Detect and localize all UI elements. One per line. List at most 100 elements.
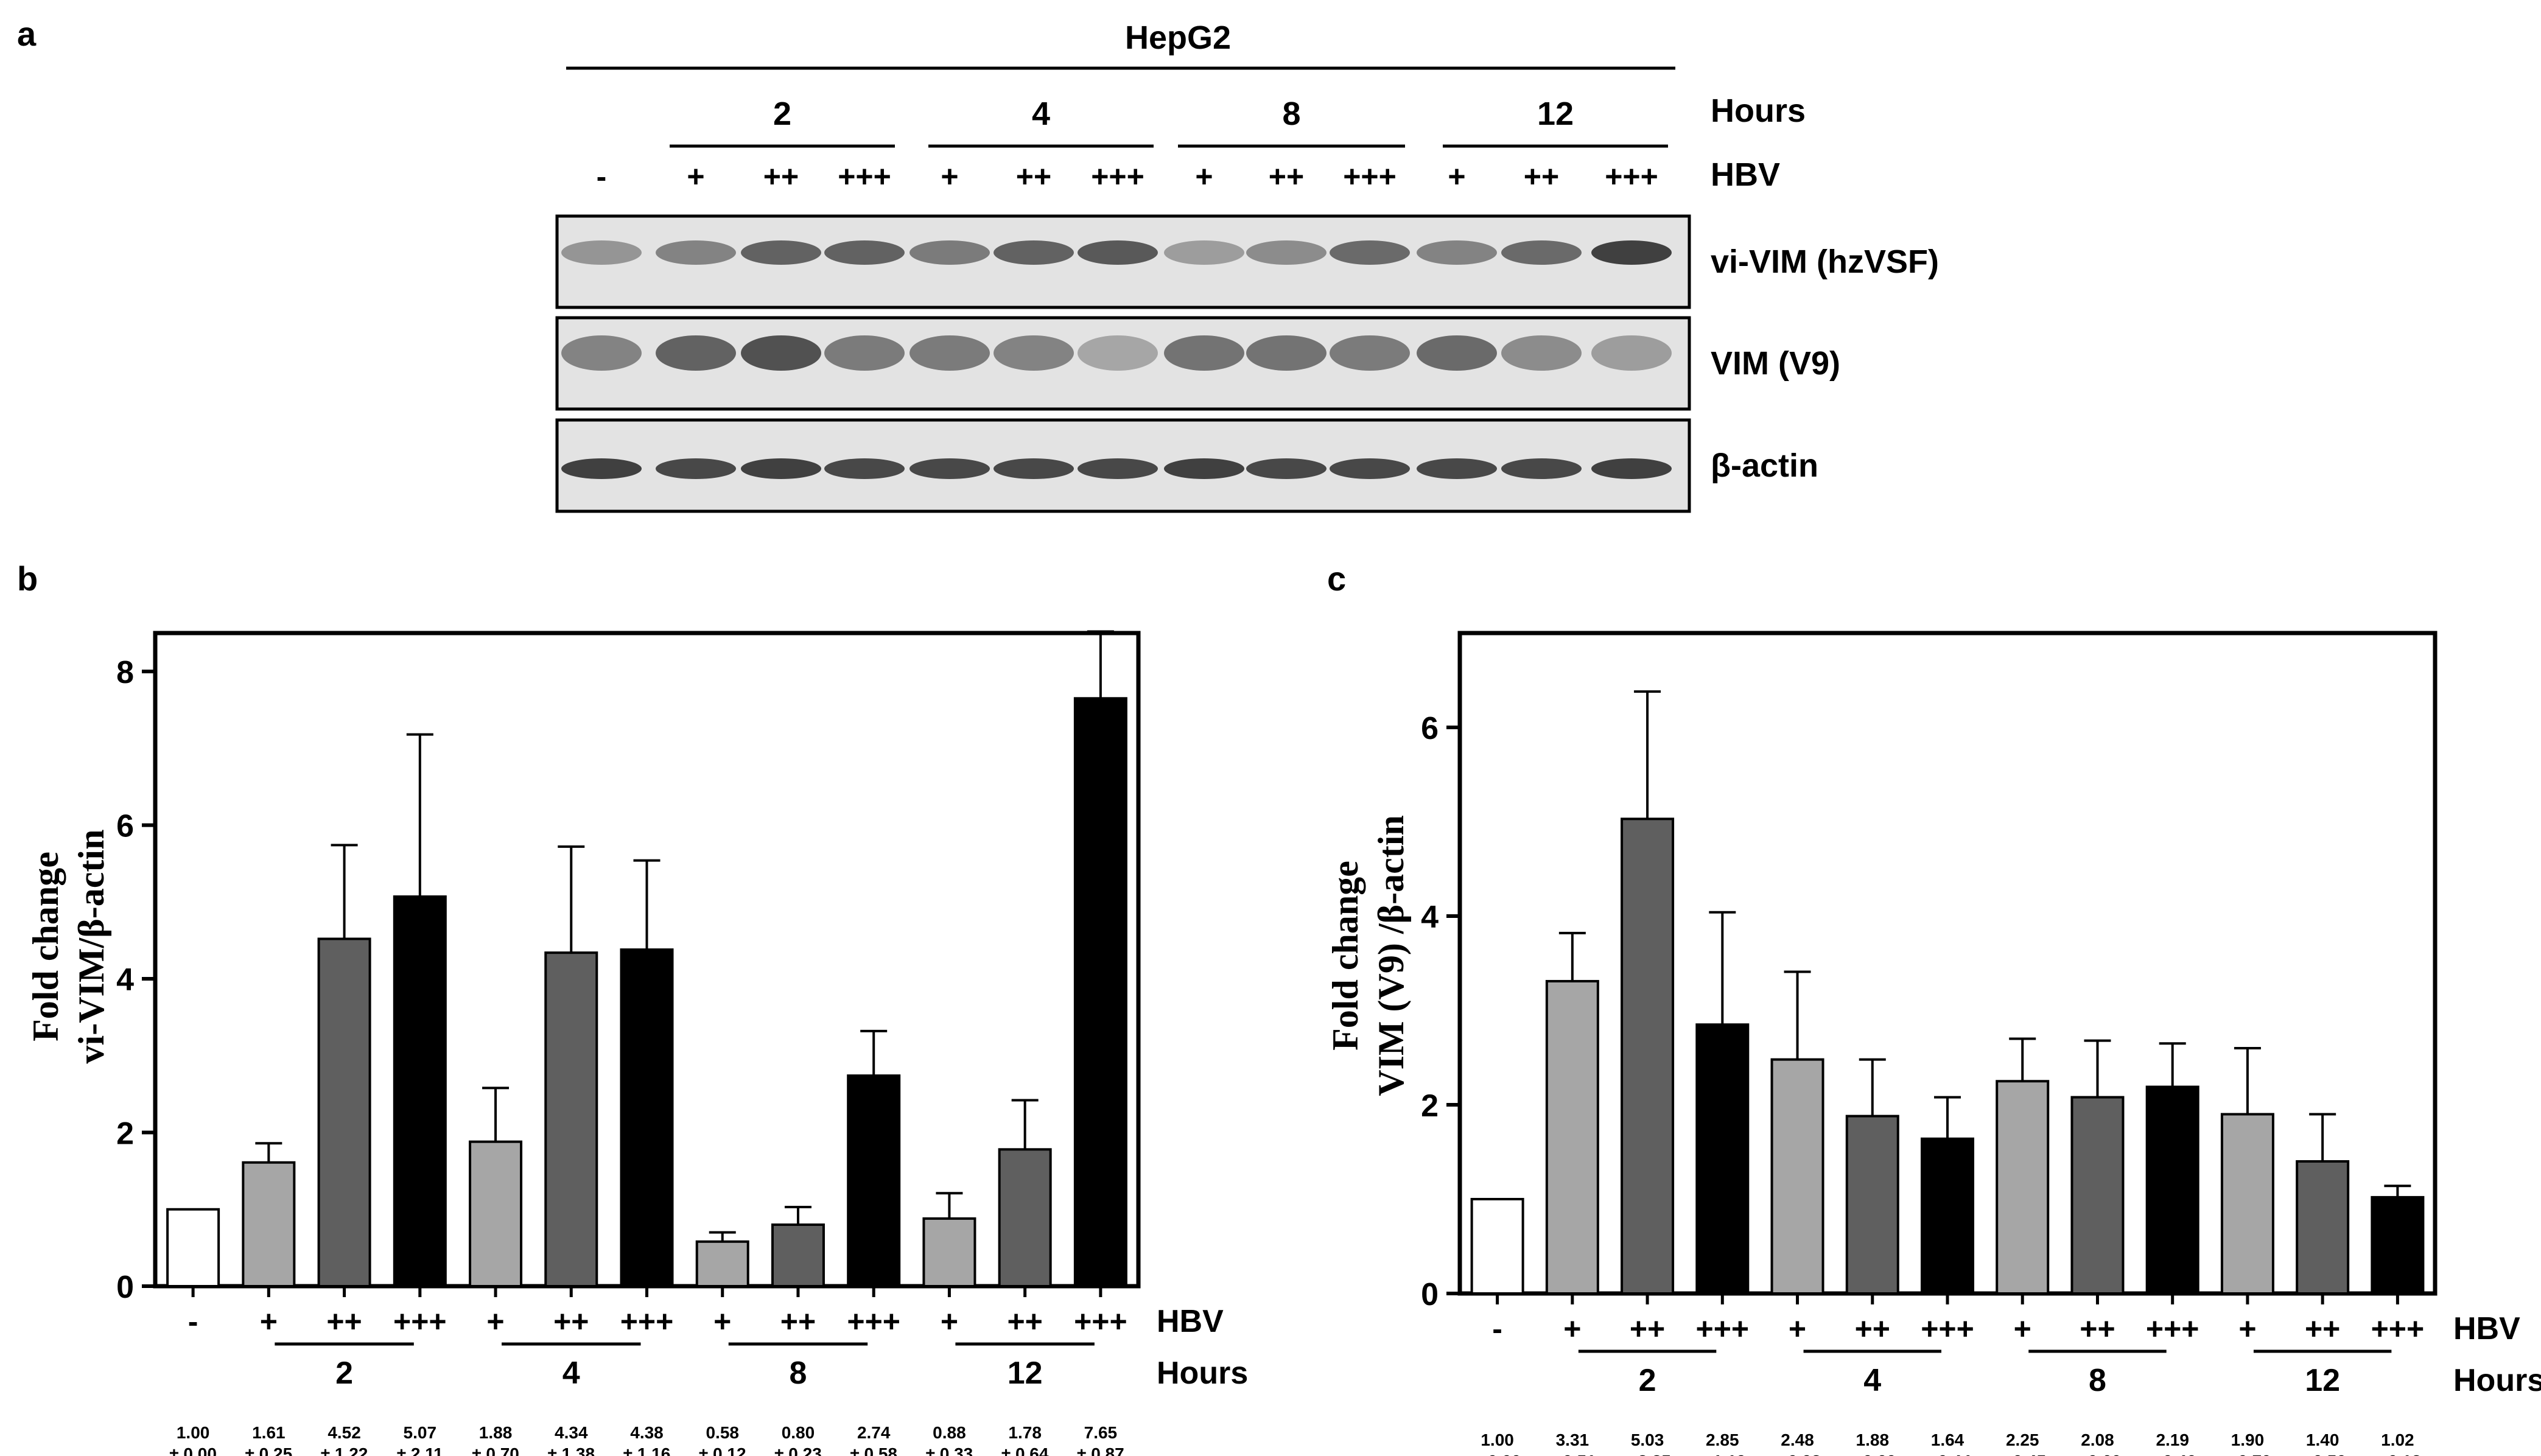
mean-value-label: 2.19 — [2156, 1430, 2189, 1449]
lane-hbv-label: +++ — [1605, 159, 1658, 194]
x-category-label: + — [2238, 1312, 2256, 1346]
bar — [1073, 697, 1127, 1288]
y-tick-label: 4 — [116, 962, 134, 998]
bar — [2145, 1085, 2199, 1295]
sd-value-label: ± 0.70 — [2224, 1452, 2271, 1456]
blot-band — [1591, 458, 1672, 479]
y-tick-label: 8 — [116, 655, 134, 690]
x-category-label: + — [2014, 1312, 2031, 1346]
bar — [544, 951, 598, 1287]
mean-value-label: 4.52 — [328, 1423, 361, 1442]
mean-value-label: 1.90 — [2231, 1430, 2265, 1449]
bar — [1996, 1080, 2050, 1295]
blot-band — [656, 458, 736, 479]
sd-value-label: ± 0.70 — [472, 1444, 519, 1456]
sd-value-label: ± 0.25 — [245, 1444, 293, 1456]
mean-value-label: 1.02 — [2381, 1430, 2414, 1449]
blot-band — [741, 458, 821, 479]
sd-value-label: ± 0.12 — [2374, 1452, 2422, 1456]
bar — [922, 1217, 976, 1288]
blot-band — [824, 458, 905, 479]
hour-group-label: 12 — [2305, 1363, 2340, 1398]
bar — [2220, 1113, 2274, 1295]
bar — [998, 1148, 1052, 1287]
x-category-label: ++ — [1007, 1304, 1042, 1339]
mean-value-label: 2.85 — [1706, 1430, 1739, 1449]
bar — [1695, 1023, 1750, 1295]
bar — [2296, 1160, 2350, 1295]
lane-hbv-label: ++ — [1016, 159, 1051, 194]
blot-band — [561, 335, 642, 371]
panel-b-y-axis-label: Fold change vi-VIM/β-actin — [26, 830, 111, 1064]
blot-band — [561, 240, 642, 265]
mean-value-label: 1.64 — [1931, 1430, 1964, 1449]
x-category-label: + — [486, 1304, 504, 1339]
blot-band — [1591, 335, 1672, 371]
bar — [1770, 1058, 1824, 1295]
sd-value-label: ± 1.19 — [1698, 1452, 1746, 1456]
x-category-label: ++ — [1630, 1312, 1665, 1346]
hour-group-label: 4 — [563, 1356, 580, 1391]
blot-band — [656, 240, 736, 265]
mean-value-label: 2.08 — [2081, 1430, 2114, 1449]
x-category-label: + — [713, 1304, 731, 1339]
sd-value-label: ± 0.46 — [2149, 1452, 2196, 1456]
blot-label: VIM (V9) — [1711, 345, 1840, 382]
sd-value-label: ± 0.60 — [2074, 1452, 2122, 1456]
hbv-row-label: HBV — [1157, 1304, 1224, 1339]
mean-value-label: 0.80 — [782, 1423, 815, 1442]
panel-b-ylabel-line1: Fold change — [26, 852, 66, 1041]
sd-value-label: ± 2.35 — [1624, 1452, 1671, 1456]
y-tick-label: 0 — [116, 1270, 134, 1305]
mean-value-label: 2.48 — [1781, 1430, 1814, 1449]
hours-row-label: Hours — [2453, 1363, 2541, 1398]
sd-value-label: ± 0.93 — [1774, 1452, 1821, 1456]
lane-hbv-label: +++ — [1343, 159, 1397, 194]
bar — [393, 895, 447, 1287]
lane-hbv-label: + — [941, 159, 958, 194]
blot-band — [1417, 458, 1497, 479]
x-category-label: +++ — [2146, 1312, 2199, 1346]
sd-value-label: ± 0.50 — [2299, 1452, 2346, 1456]
blot-band — [1501, 458, 1582, 479]
hbv-row-label: HBV — [1711, 156, 1780, 193]
panel-b-label: b — [17, 559, 38, 598]
x-category-label: - — [188, 1304, 198, 1339]
sd-value-label: ± 0.33 — [926, 1444, 973, 1456]
blot-label: β-actin — [1711, 447, 1818, 484]
blot-band — [1330, 335, 1410, 371]
panel-c-label: c — [1327, 559, 1346, 598]
x-category-label: +++ — [1921, 1312, 1974, 1346]
hour-group-label: 2 — [335, 1356, 353, 1391]
sd-value-label: ± 1.22 — [321, 1444, 368, 1456]
mean-value-label: 1.78 — [1008, 1423, 1042, 1442]
y-tick-label: 2 — [116, 1116, 134, 1152]
mean-value-label: 5.07 — [404, 1423, 437, 1442]
blot-band — [1330, 240, 1410, 265]
sd-value-label: ± 0.87 — [1077, 1444, 1124, 1456]
hour-group-label: 2 — [1639, 1363, 1656, 1398]
hour-group-label: 12 — [1008, 1356, 1043, 1391]
x-category-label: ++ — [2305, 1312, 2340, 1346]
sd-value-label: ± 0.00 — [1474, 1452, 1521, 1456]
x-category-label: ++ — [2080, 1312, 2115, 1346]
x-category-label: + — [1789, 1312, 1806, 1346]
blot-label: vi-VIM (hzVSF) — [1711, 243, 1939, 280]
x-category-label: +++ — [1074, 1304, 1127, 1339]
blot-strip: VIM (V9) — [555, 316, 1840, 411]
blot-band — [1501, 240, 1582, 265]
hour-group-label: 8 — [1282, 96, 1300, 132]
sd-value-label: ± 0.44 — [1924, 1452, 1971, 1456]
bar — [242, 1161, 296, 1288]
bar — [620, 948, 674, 1287]
panel-a-western-blot: a HepG2 2 4 8 12 Hours - + ++ +++ + ++ +++ + ++ +++ +… — [17, 15, 1939, 513]
blot-band — [1078, 335, 1158, 371]
sd-value-label: ± 0.23 — [774, 1444, 822, 1456]
x-category-label: +++ — [1696, 1312, 1750, 1346]
hour-group-label: 8 — [2089, 1363, 2106, 1398]
blot-band — [1164, 240, 1244, 265]
y-tick-label: 6 — [116, 809, 134, 844]
blot-band — [910, 458, 990, 479]
blot-band — [1417, 240, 1497, 265]
panel-c-ylabel-line1: Fold change — [1325, 861, 1365, 1051]
